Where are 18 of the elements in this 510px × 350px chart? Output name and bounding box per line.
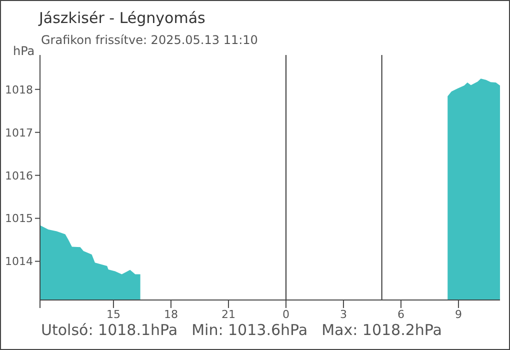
x-tick-label: 3: [340, 308, 347, 321]
text: Max: 1018.2hPa: [322, 321, 442, 339]
y-tick-label: 1016: [5, 169, 33, 182]
y-tick-label: 1018: [5, 83, 33, 96]
x-tick-label: 15: [106, 308, 120, 321]
chart-title: Jászkisér - Légnyomás: [39, 9, 206, 27]
text: Utolsó: 1018.1hPa: [41, 321, 178, 339]
x-tick-label: 6: [397, 308, 404, 321]
x-tick-label: 0: [282, 308, 290, 321]
text: Min: 1013.6hPa: [192, 321, 308, 339]
x-tick-label: 21: [221, 308, 236, 321]
y-tick-label: 1014: [5, 255, 33, 268]
y-tick-label: 1015: [5, 212, 33, 226]
chart-subtitle: Grafikon frissítve: 2025.05.13 11:10: [41, 33, 258, 47]
x-tick-label: 18: [164, 308, 178, 321]
x-tick-label: 9: [454, 308, 462, 321]
y-tick-label: 1017: [5, 126, 33, 140]
y-axis-title: hPa: [13, 44, 35, 58]
